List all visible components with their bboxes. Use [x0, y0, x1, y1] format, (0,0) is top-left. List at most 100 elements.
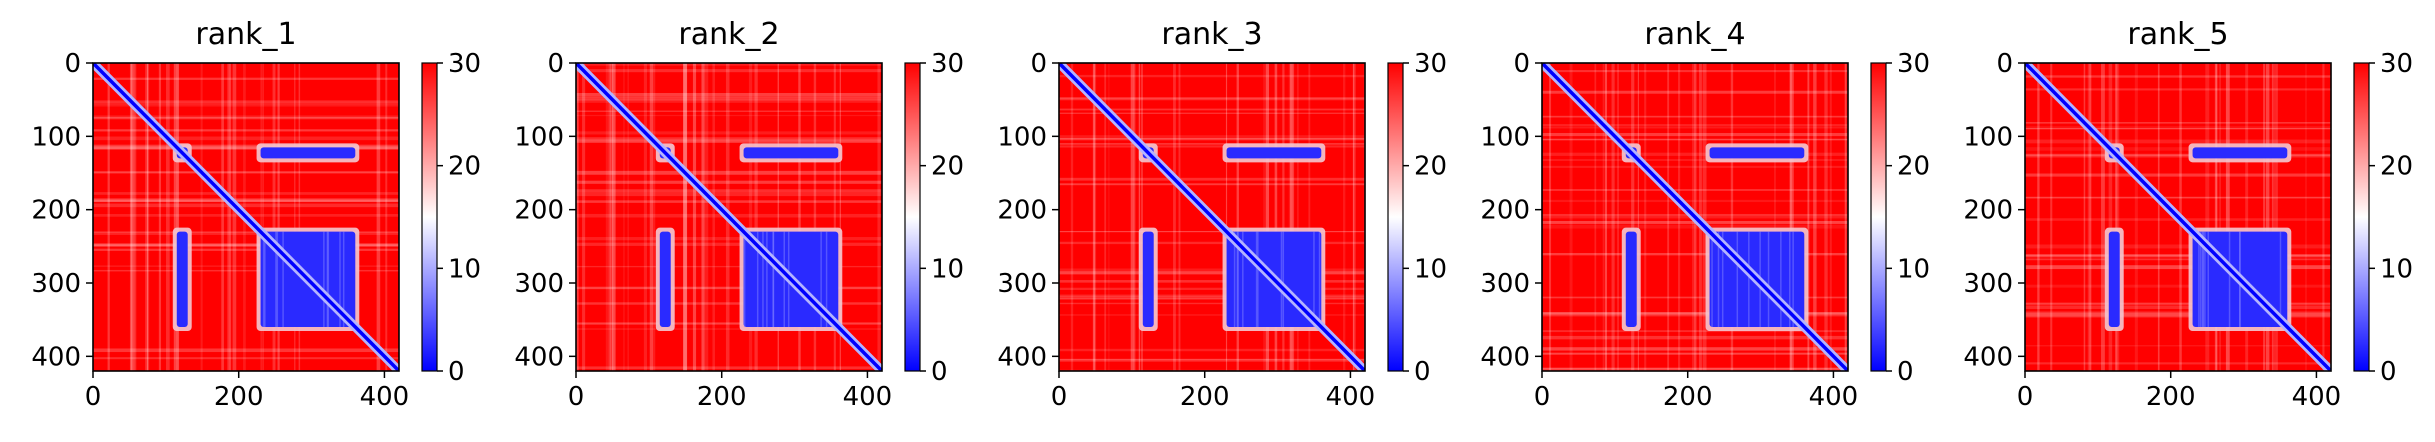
x-tick-label: 0: [568, 382, 585, 412]
heatmap-streak: [1542, 152, 1848, 156]
contact-block: [659, 231, 671, 327]
heatmap-streak: [2025, 302, 2331, 305]
heatmap-streak: [1780, 231, 1782, 327]
heatmap-streak: [576, 63, 882, 66]
heatmap-streak: [2219, 63, 2221, 371]
heatmap-streak: [2025, 258, 2331, 261]
y-tick-label: 300: [997, 269, 1047, 299]
heatmap-streak: [1265, 63, 1270, 371]
heatmap-streak: [1108, 63, 1110, 371]
heatmap-streak: [1542, 199, 1848, 203]
heatmap-streak: [1824, 63, 1828, 371]
heatmap-streak: [93, 145, 399, 150]
x-tick-label: 0: [2017, 382, 2034, 412]
x-tick-label: 200: [2146, 382, 2196, 412]
heatmap-cells: [1542, 63, 1848, 371]
heatmap-streak: [1569, 63, 1573, 371]
colorbar-tick-label: 0: [931, 357, 948, 387]
heatmap-streak: [576, 131, 882, 135]
y-tick-label: 200: [997, 196, 1047, 226]
heatmap-streak: [1282, 231, 1285, 327]
x-tick-label: 400: [2292, 382, 2342, 412]
heatmap-streak: [1059, 112, 1365, 114]
y-tick-label: 100: [31, 122, 81, 152]
heatmap-streak: [93, 233, 399, 235]
heatmap-streak: [2025, 75, 2331, 78]
heatmap-streak: [1542, 165, 1848, 168]
heatmap-streak: [93, 231, 399, 234]
heatmap-streak: [576, 114, 882, 117]
diagonal-line: [1059, 63, 1365, 371]
heatmap-streak: [1617, 63, 1619, 371]
heatmap-streak: [1730, 63, 1734, 371]
heatmap-streak: [813, 63, 817, 371]
heatmap-streak: [576, 97, 882, 101]
contact-block: [743, 147, 839, 159]
axes-frame: [1541, 62, 1849, 372]
heatmap-streak: [294, 63, 296, 371]
subplot-title: rank_1: [195, 17, 296, 52]
colorbar-tick-label: 0: [1897, 357, 1914, 387]
heatmap-streak: [1542, 352, 1848, 355]
colorbar-tick-label: 0: [448, 357, 465, 387]
heatmap-streak: [93, 248, 399, 251]
heatmap-streak: [576, 139, 882, 143]
heatmap-streak: [93, 117, 399, 119]
heatmap-streak: [1637, 63, 1639, 371]
heatmap-streak: [833, 63, 836, 371]
heatmap-streak: [683, 63, 687, 371]
heatmap-streak: [339, 231, 341, 327]
contact-block: [1142, 231, 1154, 327]
heatmap-streak: [2087, 63, 2092, 371]
heatmap-streak: [2134, 63, 2138, 371]
heatmap-streak: [200, 63, 203, 371]
heatmap-streak: [576, 170, 882, 175]
heatmap-streak: [323, 231, 325, 327]
heatmap-streak: [1059, 287, 1365, 290]
heatmap-streak: [2204, 231, 2206, 327]
heatmap-streak: [576, 137, 882, 141]
heatmap-streak: [1059, 314, 1365, 316]
colorbar-tick-label: 10: [448, 254, 481, 284]
x-tick-label: 400: [360, 382, 410, 412]
heatmap-cells: [576, 63, 882, 371]
colorbar-tick-label: 30: [1414, 49, 1447, 79]
heatmap-streak: [1059, 268, 1365, 272]
heatmap-streak: [1133, 63, 1136, 371]
heatmap-streak: [1274, 63, 1278, 371]
heatmap-streak: [1059, 74, 1365, 78]
heatmap-streak: [1255, 231, 1258, 327]
heatmap-streak: [652, 63, 656, 371]
heatmap-streak: [1594, 63, 1597, 371]
heatmap-streak: [1542, 189, 1848, 191]
x-tick-label: 400: [843, 382, 893, 412]
heatmap-streak: [1542, 90, 1848, 94]
colorbar-tick-label: 30: [448, 49, 481, 79]
heatmap-streak: [576, 237, 882, 241]
heatmap-streak: [93, 348, 399, 353]
heatmap-streak: [576, 286, 882, 290]
heatmap-streak: [93, 243, 399, 246]
heatmap-streak: [1602, 63, 1605, 371]
heatmap-streak: [2322, 63, 2325, 371]
heatmap-streak: [1845, 63, 1848, 371]
heatmap-streak: [2202, 231, 2205, 327]
heatmap-streak: [2025, 244, 2331, 249]
y-tick-label: 100: [1480, 122, 1530, 152]
heatmap-streak: [1290, 63, 1294, 371]
heatmap-streak: [1059, 295, 1365, 299]
heatmap-streak: [701, 63, 705, 371]
heatmap-streak: [232, 63, 237, 371]
axes-frame: [2024, 62, 2332, 372]
heatmap-cells: [1059, 63, 1365, 371]
heatmap-streak: [2037, 63, 2040, 371]
heatmap-streak: [704, 63, 709, 371]
heatmap-streak: [576, 170, 882, 175]
heatmap-streak: [1542, 126, 1848, 129]
heatmap-streak: [820, 231, 822, 327]
heatmap-streak: [1542, 330, 1848, 333]
x-tick-label: 200: [697, 382, 747, 412]
heatmap-streak: [2025, 147, 2331, 151]
heatmap-streak: [1604, 63, 1608, 371]
heatmap-streak: [2101, 63, 2105, 371]
